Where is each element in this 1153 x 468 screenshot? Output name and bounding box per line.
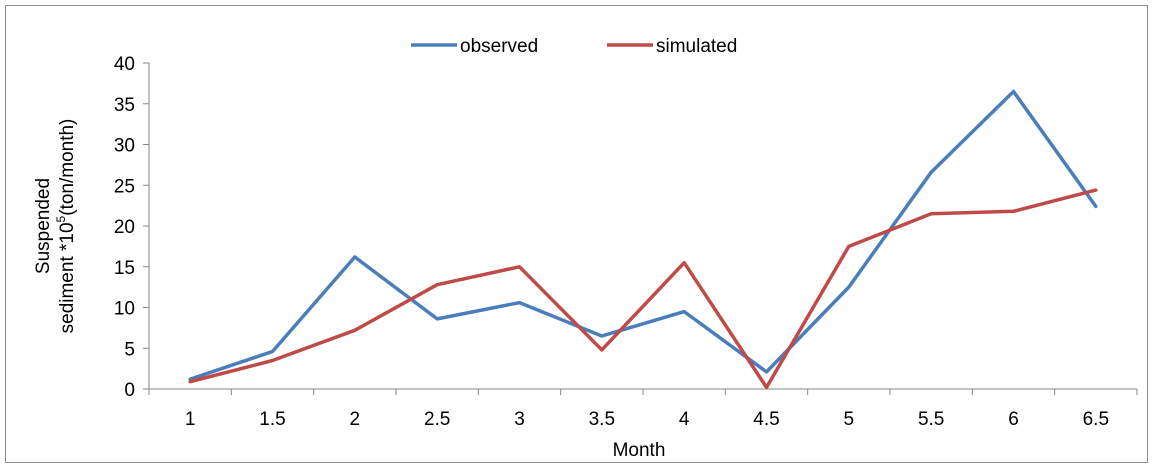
x-tick-label: 2.5	[424, 409, 450, 430]
x-tick-label: 1.5	[259, 409, 285, 430]
x-tick-label: 1	[185, 409, 196, 430]
y-axis-title: Suspended sediment *105(ton/month)	[33, 119, 78, 334]
series-line-observed	[188, 89, 1098, 381]
chart-frame	[5, 5, 1148, 463]
x-tick-label: 3	[514, 409, 525, 430]
y-axis-title-superscript: 5	[54, 215, 68, 222]
x-tick-label: 3.5	[589, 409, 615, 430]
series-line-simulated	[188, 188, 1098, 390]
x-axis: 1 1.5 2 2.5 3 3.5 4 4.5 5 5.5 6 6.5	[148, 388, 1138, 430]
x-tick-label: 2	[350, 409, 361, 430]
x-tick-label: 5	[844, 409, 855, 430]
x-tick-label: 5.5	[918, 409, 944, 430]
y-tick-label: 35	[114, 95, 135, 116]
x-tick-label: 6.5	[1083, 409, 1109, 430]
y-tick-label: 10	[114, 299, 135, 320]
y-tick-label: 5	[124, 339, 135, 360]
x-tick-label: 4	[679, 409, 690, 430]
y-tick-label: 40	[114, 54, 135, 75]
series-lines	[188, 89, 1098, 390]
y-tick-label: 15	[114, 258, 135, 279]
y-tick-label: 30	[114, 136, 135, 157]
y-axis-title-line-2: sediment *10	[57, 222, 78, 333]
y-axis-title-line-3: (ton/month)	[57, 119, 78, 216]
x-tick-label: 6	[1008, 409, 1019, 430]
x-axis-title: Month	[613, 440, 666, 461]
legend-observed-label: observed	[460, 36, 538, 57]
y-tick-label: 20	[114, 217, 135, 238]
y-axis: 0 5 10 15 20 25 30 35 40	[114, 54, 150, 401]
svg-text:Suspended: Suspended	[33, 178, 54, 274]
svg-text:sediment *105(ton/month): sediment *105(ton/month)	[54, 119, 78, 334]
y-tick-label: 25	[114, 176, 135, 197]
legend-simulated-label: simulated	[656, 36, 737, 57]
y-axis-title-line-1: Suspended	[33, 178, 54, 274]
legend: observed simulated	[411, 36, 737, 57]
y-tick-label: 0	[124, 380, 135, 401]
x-tick-label: 4.5	[753, 409, 779, 430]
